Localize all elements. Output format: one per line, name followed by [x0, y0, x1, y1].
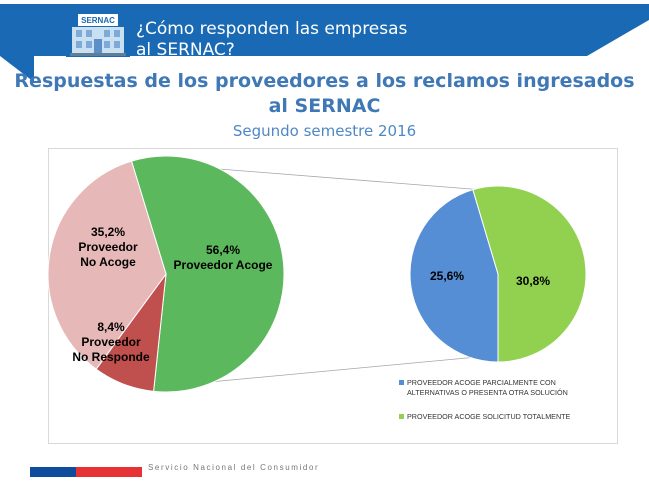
slice-proveedor-no-acoge: [48, 160, 167, 370]
legend-label-0: PROVEEDOR ACOGE PARCIALMENTE CON ALTERNAT…: [407, 378, 568, 397]
page-title-line1: Respuestas de los proveedores a los recl…: [14, 70, 635, 92]
data-label-proveedor-no-acoge: 35,2% Proveedor No Acoge: [78, 225, 138, 269]
data-label-proveedor-acoge: 56,4% Proveedor Acoge: [174, 243, 273, 272]
page-subtitle: Segundo semestre 2016: [232, 122, 417, 140]
footer-text: Servicio Nacional del Consumidor: [148, 463, 320, 472]
slice-proveedor-acoge: [130, 155, 285, 393]
logo-text: SERNAC: [81, 16, 115, 25]
legend-marker-1: [399, 414, 404, 419]
data-label-proveedor-no-responde: 8,4% Proveedor No Responde: [72, 320, 150, 364]
header-title-line2: al SERNAC?: [136, 40, 235, 60]
data-label-secondary-0: 25,6%: [430, 269, 464, 283]
page-title-line2: al SERNAC: [268, 95, 381, 117]
slice-30-8-1: [472, 185, 587, 363]
secondary-pie-labels: 25,6% 30,8%: [430, 269, 550, 288]
header-title-line1: ¿Cómo responden las empresas: [136, 19, 408, 39]
legend: PROVEEDOR ACOGE PARCIALMENTE CON ALTERNAT…: [399, 378, 571, 421]
pie-of-pie-chart: 56,4% Proveedor Acoge 8,4% Proveedor No Resp…: [48, 148, 618, 444]
header-title: ¿Cómo responden las empresas al SERNAC?: [136, 19, 407, 61]
legend-marker-0: [399, 380, 404, 385]
footer-bar: [30, 467, 142, 477]
sernac-building-icon: SERNAC: [66, 11, 130, 57]
legend-label-1: PROVEEDOR ACOGE SOLICITUD TOTALMENTE: [407, 412, 571, 421]
main-pie-labels: 56,4% Proveedor Acoge 8,4% Proveedor No Resp…: [72, 225, 272, 364]
header-band: [0, 4, 649, 82]
slice-25-6-0: [409, 189, 499, 363]
main-pie: [48, 155, 285, 393]
header-banner: [0, 0, 649, 82]
footer-bar-blue: [30, 467, 76, 477]
secondary-pie: [409, 185, 587, 363]
footer-bar-red: [76, 467, 142, 477]
data-label-secondary-1: 30,8%: [516, 274, 550, 288]
